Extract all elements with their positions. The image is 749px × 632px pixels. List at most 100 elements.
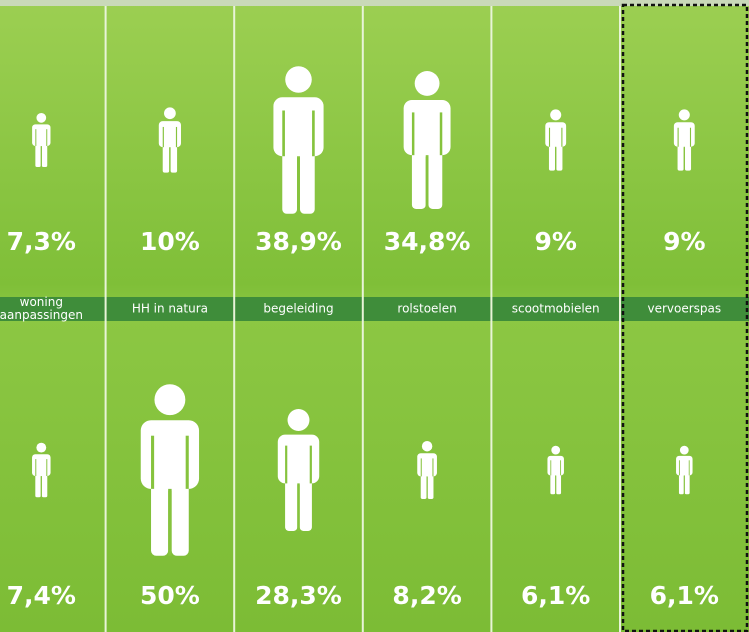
person-icon [140, 384, 200, 556]
leg-gap [683, 147, 685, 171]
value-label: 28,3% [255, 581, 342, 610]
torso [676, 455, 693, 476]
leg [170, 143, 178, 173]
person-icon [676, 445, 693, 495]
arm-gap [411, 112, 415, 156]
value-label: 10% [140, 227, 200, 256]
head [421, 441, 433, 452]
arm-gap [689, 127, 692, 147]
arm-gap [677, 127, 679, 147]
value-label: 9% [663, 227, 705, 256]
leg-gap [40, 146, 42, 168]
torso [158, 121, 181, 148]
leg-gap [40, 476, 42, 498]
arm-gap [548, 127, 551, 147]
head [154, 384, 186, 416]
leg [299, 147, 315, 214]
arm-gap [432, 458, 434, 477]
leg [299, 476, 312, 531]
head [679, 445, 689, 455]
leg [684, 143, 692, 171]
value-label: 6,1% [650, 581, 719, 610]
leg [684, 472, 690, 495]
arm-gap [312, 110, 315, 157]
leg-gap [683, 475, 685, 495]
leg [556, 143, 563, 171]
leg-gap [426, 476, 428, 499]
arm-gap [46, 459, 48, 476]
value-label: 7,3% [7, 227, 76, 256]
leg-gap [555, 475, 557, 495]
head [285, 66, 312, 93]
head [678, 109, 690, 121]
arm-gap [561, 127, 563, 147]
value-label: 6,1% [521, 581, 590, 610]
leg [35, 142, 41, 168]
value-label: 8,2% [392, 581, 461, 610]
leg [677, 143, 684, 171]
head [550, 109, 562, 121]
arm-gap [678, 460, 680, 476]
leg [411, 146, 426, 209]
person-icon [545, 109, 567, 171]
torso [403, 99, 451, 156]
person-icon [277, 409, 320, 531]
torso [32, 454, 51, 476]
leg [35, 472, 41, 498]
leg [171, 478, 189, 556]
leg-gap [297, 484, 300, 531]
leg [548, 143, 556, 171]
head [414, 71, 440, 96]
leg [420, 472, 427, 499]
arm-gap [175, 126, 178, 148]
head [287, 409, 310, 431]
person-icon [547, 445, 564, 495]
head [36, 442, 47, 453]
leg [285, 476, 298, 531]
person-icon [32, 442, 51, 498]
person-icon [32, 112, 51, 168]
category-label: rolstoelen [397, 302, 456, 316]
category-label: begeleiding [263, 302, 333, 316]
head [164, 107, 176, 120]
leg [151, 478, 169, 556]
person-icon [417, 441, 437, 499]
leg [41, 472, 48, 498]
torso [545, 122, 567, 147]
category-label: vervoerspas [647, 302, 721, 316]
leg [162, 143, 170, 173]
arm-gap [35, 459, 37, 476]
arm-gap [439, 112, 443, 156]
category-label: scootmobielen [512, 302, 600, 316]
torso [273, 97, 324, 157]
arm-gap [560, 460, 562, 476]
torso [32, 124, 51, 146]
top-strip [0, 0, 749, 6]
arm-gap [162, 126, 164, 148]
arm-gap [282, 110, 285, 157]
highlight-box [621, 3, 749, 632]
torso [140, 420, 200, 489]
leg [427, 472, 434, 499]
torso [673, 122, 695, 147]
leg-gap [425, 156, 429, 209]
leg [550, 472, 556, 495]
arm-gap [550, 460, 552, 476]
category-label: HH in natura [132, 302, 208, 316]
leg [428, 146, 443, 209]
head [36, 112, 47, 123]
value-label: 50% [140, 581, 200, 610]
torso [547, 455, 564, 476]
value-label: 34,8% [384, 227, 471, 256]
arm-gap [420, 458, 422, 477]
torso [277, 434, 320, 484]
arm-gap [688, 460, 690, 476]
value-label: 7,4% [7, 581, 76, 610]
head [551, 445, 561, 455]
category-label: woning aanpassingen [0, 295, 83, 322]
arm-gap [46, 129, 48, 146]
arm-gap [309, 445, 312, 484]
leg [282, 147, 298, 214]
leg-gap [297, 157, 300, 214]
arm-gap [35, 129, 37, 146]
